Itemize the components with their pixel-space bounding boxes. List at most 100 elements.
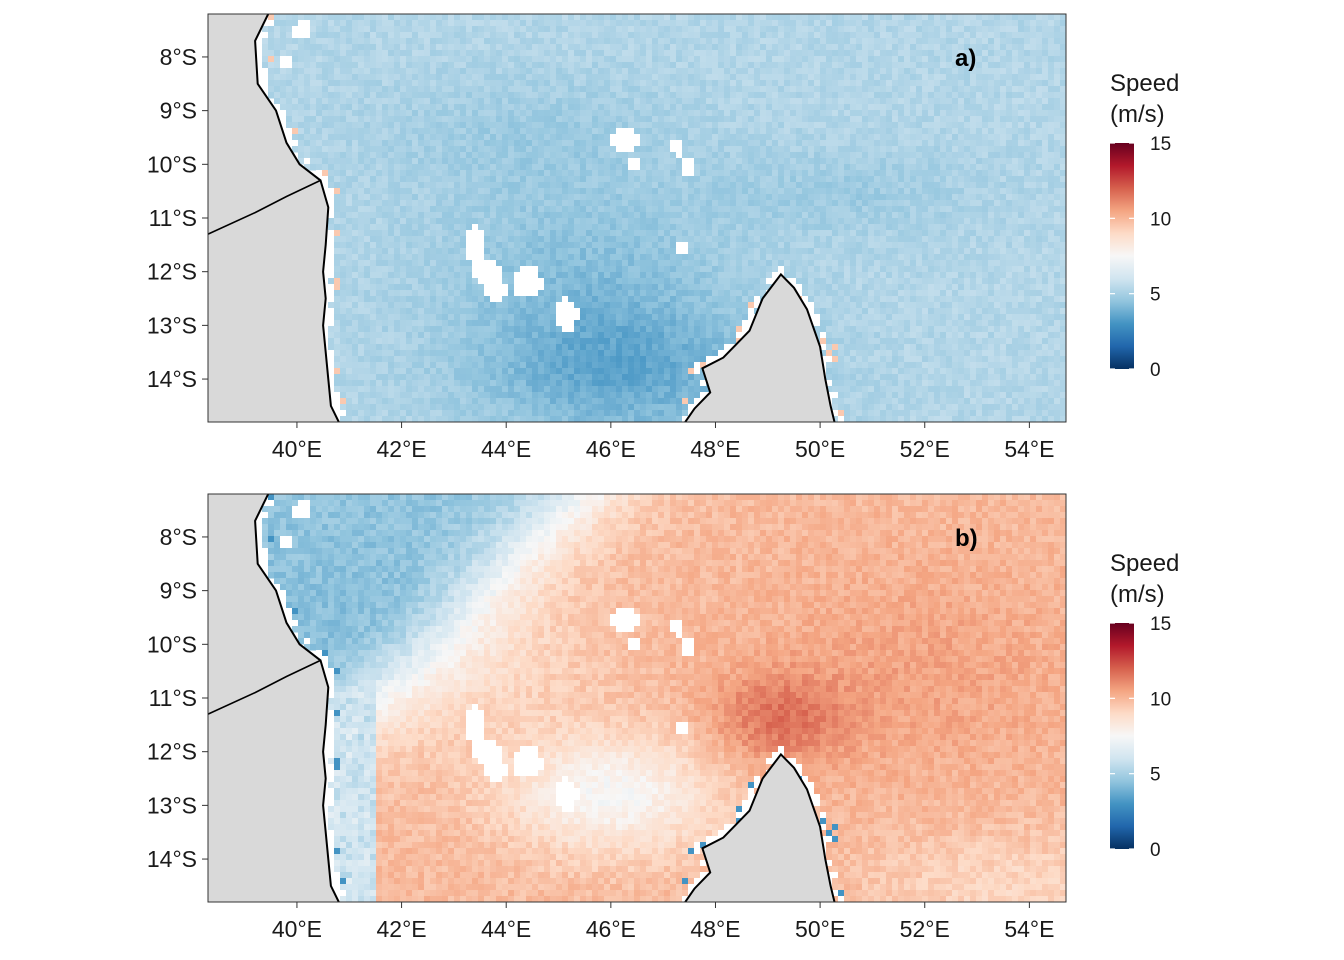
heatmap-cell (856, 26, 863, 33)
heatmap-cell (946, 200, 953, 207)
heatmap-cell (604, 176, 611, 183)
heatmap-cell (538, 188, 545, 195)
heatmap-cell (634, 182, 641, 189)
heatmap-cell (610, 170, 617, 177)
heatmap-cell (508, 74, 515, 81)
heatmap-cell (790, 230, 797, 237)
heatmap-cell (1048, 140, 1055, 147)
heatmap-cell (328, 230, 335, 237)
heatmap-cell (874, 86, 881, 93)
heatmap-cell (550, 74, 557, 81)
heatmap-cell (466, 92, 473, 99)
heatmap-cell (814, 62, 821, 69)
heatmap-cell (628, 140, 635, 147)
heatmap-cell (544, 182, 551, 189)
heatmap-cell (550, 194, 557, 201)
heatmap-cell (556, 212, 563, 219)
heatmap-cell (382, 236, 389, 243)
heatmap-cell (1012, 56, 1019, 63)
heatmap-cell (286, 92, 293, 99)
heatmap-cell (778, 242, 785, 249)
heatmap-cell (970, 116, 977, 123)
heatmap-cell (892, 20, 899, 27)
heatmap-cell (616, 26, 623, 33)
heatmap-cell (1042, 26, 1049, 33)
heatmap-cell (838, 20, 845, 27)
heatmap-cell (658, 80, 665, 87)
heatmap-cell (922, 170, 929, 177)
heatmap-cell (604, 26, 611, 33)
heatmap-cell (328, 194, 335, 201)
heatmap-cell (1006, 50, 1013, 57)
heatmap-cell (568, 104, 575, 111)
heatmap-cell (724, 80, 731, 87)
heatmap-cell (448, 152, 455, 159)
heatmap-cell (820, 110, 827, 117)
heatmap-cell (556, 38, 563, 45)
heatmap-cell (658, 170, 665, 177)
heatmap-cell (784, 62, 791, 69)
heatmap-cell (430, 32, 437, 39)
heatmap-cell (730, 62, 737, 69)
heatmap-cell (706, 74, 713, 81)
heatmap-cell (670, 206, 677, 213)
heatmap-cell (970, 62, 977, 69)
heatmap-cell (916, 146, 923, 153)
heatmap-cell (892, 62, 899, 69)
heatmap-cell (454, 80, 461, 87)
heatmap-cell (502, 134, 509, 141)
heatmap-cell (502, 218, 509, 225)
heatmap-cell (574, 20, 581, 27)
heatmap-cell (478, 104, 485, 111)
heatmap-cell (580, 152, 587, 159)
heatmap-cell (466, 230, 473, 237)
heatmap-cell (574, 50, 581, 57)
heatmap-cell (928, 230, 935, 237)
heatmap-cell (406, 236, 413, 243)
heatmap-cell (1012, 236, 1019, 243)
heatmap-cell (796, 212, 803, 219)
heatmap-cell (334, 74, 341, 81)
heatmap-cell (430, 50, 437, 57)
heatmap-cell (688, 158, 695, 165)
heatmap-cell (472, 26, 479, 33)
heatmap-cell (742, 140, 749, 147)
heatmap-cell (1018, 158, 1025, 165)
heatmap-cell (814, 122, 821, 129)
heatmap-cell (532, 200, 539, 207)
heatmap-cell (304, 104, 311, 111)
heatmap-cell (670, 194, 677, 201)
heatmap-cell (322, 158, 329, 165)
heatmap-cell (862, 86, 869, 93)
heatmap-cell (934, 164, 941, 171)
heatmap-cell (730, 224, 737, 231)
heatmap-cell (514, 110, 521, 117)
heatmap-cell (328, 86, 335, 93)
heatmap-cell (994, 62, 1001, 69)
heatmap-cell (742, 164, 749, 171)
heatmap-cell (394, 98, 401, 105)
heatmap-cell (598, 26, 605, 33)
heatmap-cell (592, 182, 599, 189)
heatmap-cell (820, 188, 827, 195)
heatmap-cell (352, 230, 359, 237)
heatmap-cell (808, 50, 815, 57)
heatmap-cell (820, 104, 827, 111)
heatmap-cell (748, 152, 755, 159)
heatmap-cell (892, 98, 899, 105)
heatmap-cell (508, 230, 515, 237)
heatmap-cell (808, 86, 815, 93)
heatmap-cell (820, 32, 827, 39)
heatmap-cell (700, 92, 707, 99)
heatmap-cell (838, 170, 845, 177)
heatmap-cell (442, 62, 449, 69)
heatmap-cell (292, 92, 299, 99)
heatmap-cell (1048, 224, 1055, 231)
heatmap-cell (442, 104, 449, 111)
heatmap-cell (322, 38, 329, 45)
heatmap-cell (712, 152, 719, 159)
heatmap-cell (880, 200, 887, 207)
heatmap-cell (1018, 56, 1025, 63)
heatmap-cell (466, 176, 473, 183)
heatmap-cell (466, 212, 473, 219)
